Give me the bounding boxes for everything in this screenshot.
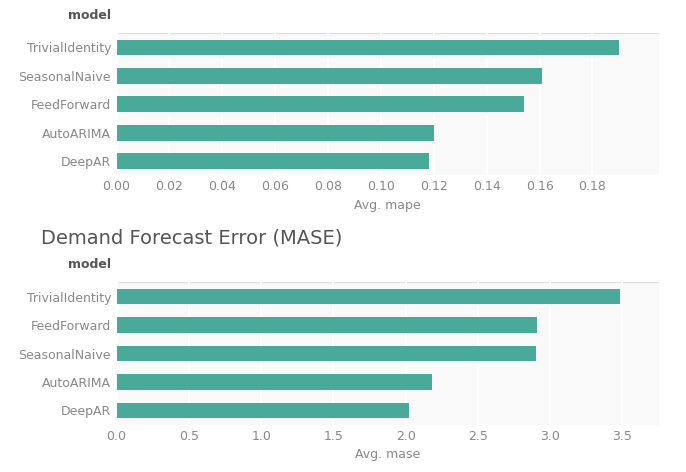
Bar xyxy=(117,125,434,141)
Bar xyxy=(117,317,537,333)
Bar xyxy=(117,68,542,84)
Bar xyxy=(117,40,619,55)
Bar xyxy=(117,374,431,390)
X-axis label: Avg. mape: Avg. mape xyxy=(354,199,421,212)
Text: model: model xyxy=(68,8,111,22)
Text: model: model xyxy=(68,258,111,271)
Bar xyxy=(117,346,536,362)
Bar xyxy=(117,153,429,169)
Text: Demand Forecast Error (MASE): Demand Forecast Error (MASE) xyxy=(40,228,342,247)
Bar xyxy=(117,289,619,304)
Bar xyxy=(117,96,523,112)
X-axis label: Avg. mase: Avg. mase xyxy=(355,448,421,461)
Bar xyxy=(117,403,409,418)
